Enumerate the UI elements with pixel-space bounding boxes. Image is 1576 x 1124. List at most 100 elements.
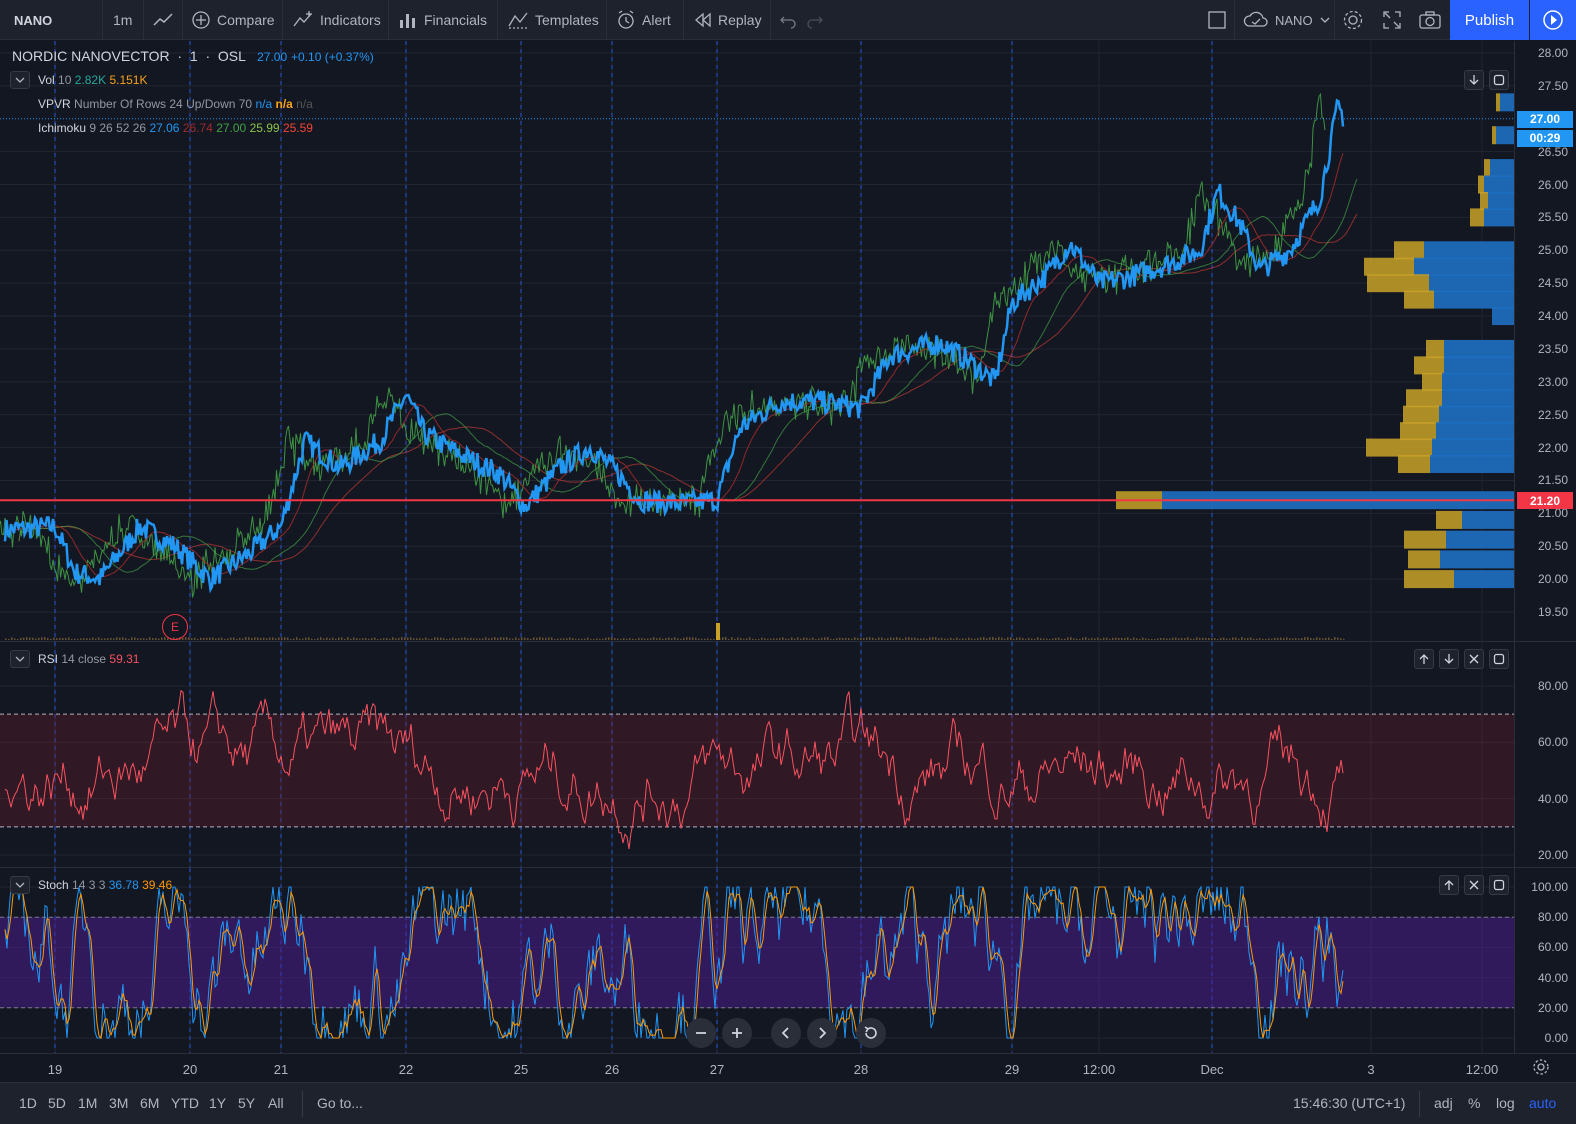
stoch-legend[interactable]: Stoch 14 3 3 36.78 39.46	[38, 878, 173, 892]
volume-bar	[791, 637, 793, 640]
volume-bar	[887, 638, 889, 640]
financials-button[interactable]: Financials	[398, 0, 487, 40]
stoch-pane[interactable]: Stoch 14 3 3 36.78 39.46	[0, 868, 1514, 1053]
zoom-out-button[interactable]	[686, 1018, 716, 1048]
vpvr-legend[interactable]: VPVR Number Of Rows 24 Up/Down 70 n/a n/…	[38, 97, 313, 111]
range-button-3m[interactable]: 3M	[109, 1095, 129, 1111]
volume-bar	[14, 638, 16, 640]
price-scale-tick: 26.00	[1537, 177, 1568, 192]
gear-icon[interactable]	[1342, 0, 1364, 40]
rsi-legend[interactable]: RSI 14 close 59.31	[38, 652, 140, 666]
volume-bar	[539, 637, 541, 640]
maximize-pane-button[interactable]	[1489, 70, 1509, 90]
vol-legend[interactable]: Vol 10 2.82K 5.151K	[38, 73, 148, 87]
volume-bar	[641, 638, 643, 640]
auto-scale-toggle[interactable]: auto	[1529, 1095, 1557, 1111]
volume-bar	[1244, 638, 1246, 640]
publish-button[interactable]: Publish	[1450, 0, 1529, 40]
volume-bar	[677, 638, 679, 640]
rsi-scale-tick: 40.00	[1537, 791, 1568, 806]
symbol-search[interactable]: NANO	[14, 12, 53, 28]
volume-bar	[845, 637, 847, 640]
earnings-marker[interactable]: E	[162, 614, 188, 640]
volume-bar	[626, 638, 628, 640]
axis-settings-icon[interactable]	[1532, 1058, 1550, 1079]
range-button-1m[interactable]: 1M	[78, 1095, 98, 1111]
scroll-left-button[interactable]	[771, 1018, 801, 1048]
volume-bar	[1307, 637, 1309, 640]
range-button-5d[interactable]: 5D	[48, 1095, 66, 1111]
fullscreen-icon[interactable]	[1382, 0, 1402, 40]
volume-bar	[926, 638, 928, 640]
stoch-close-button[interactable]	[1464, 875, 1484, 895]
chart-style-icon[interactable]	[152, 0, 174, 40]
indicators-button[interactable]: Indicators	[292, 0, 381, 40]
volume-bar	[857, 637, 859, 640]
rsi-move-down-button[interactable]	[1439, 649, 1459, 669]
range-button-1y[interactable]: 1Y	[209, 1095, 227, 1111]
volume-bar	[596, 638, 598, 640]
price-scale[interactable]: 28.00 27.50 26.50 26.00 25.50 25.00 24.50 24.00…	[1514, 41, 1576, 641]
timezone-clock[interactable]: 15:46:30 (UTC+1)	[1293, 1095, 1406, 1111]
replay-button[interactable]: Replay	[694, 0, 762, 40]
rsi-move-up-button[interactable]	[1414, 649, 1434, 669]
alert-button[interactable]: Alert	[616, 0, 671, 40]
zoom-in-button[interactable]	[722, 1018, 752, 1048]
volume-bar	[1136, 638, 1138, 640]
play-icon[interactable]	[1530, 0, 1576, 40]
range-button-ytd[interactable]: YTD	[171, 1095, 199, 1111]
move-down-button[interactable]	[1464, 70, 1484, 90]
price-chart[interactable]	[0, 41, 1514, 641]
range-button-all[interactable]: All	[268, 1095, 284, 1111]
go-to-date-button[interactable]: Go to...	[317, 1095, 363, 1111]
rsi-pane[interactable]: RSI 14 close 59.31	[0, 642, 1514, 867]
undo-icon[interactable]	[779, 0, 797, 40]
percent-scale-toggle[interactable]: %	[1468, 1095, 1481, 1111]
volume-bar	[449, 638, 451, 640]
rsi-scale[interactable]: 80.00 60.00 40.00 20.00	[1514, 642, 1576, 867]
stoch-collapse-button[interactable]	[10, 876, 30, 894]
time-axis[interactable]: 19 20 21 22 25 26 27 28 29 12:00 Dec 3 12:00	[0, 1053, 1576, 1082]
stoch-move-up-button[interactable]	[1439, 875, 1459, 895]
layout-menu[interactable]: NANO	[1243, 0, 1331, 40]
scroll-right-button[interactable]	[807, 1018, 837, 1048]
rsi-chart[interactable]	[0, 642, 1514, 867]
volume-bar	[167, 638, 169, 640]
stoch-scale[interactable]: 100.00 80.00 60.00 40.00 20.00 0.00	[1514, 868, 1576, 1053]
redo-icon[interactable]	[806, 0, 824, 40]
range-button-5y[interactable]: 5Y	[238, 1095, 256, 1111]
reset-chart-button[interactable]	[856, 1018, 886, 1048]
interval-button[interactable]: 1m	[113, 12, 133, 28]
volume-bar	[110, 637, 112, 640]
volume-bar	[1343, 638, 1345, 640]
camera-icon[interactable]	[1418, 0, 1442, 40]
volume-bar	[623, 638, 625, 640]
rsi-collapse-button[interactable]	[10, 650, 30, 668]
rectangle-icon[interactable]	[1207, 0, 1227, 40]
ichimoku-legend[interactable]: Ichimoku 9 26 52 26 27.06 26.74 27.00 25…	[38, 121, 313, 135]
volume-bar	[1211, 638, 1213, 640]
volume-bar	[380, 638, 382, 640]
volume-bar	[41, 637, 43, 640]
price-pane[interactable]: NORDIC NANOVECTOR · 1 · OSL 27.00 +0.10 …	[0, 41, 1514, 641]
volume-bar	[881, 637, 883, 640]
volume-bar	[1037, 637, 1039, 640]
volume-bar	[296, 637, 298, 640]
rsi-line	[4, 689, 1344, 849]
collapse-legend-button[interactable]	[10, 71, 30, 89]
templates-button[interactable]: Templates	[507, 0, 599, 40]
range-button-6m[interactable]: 6M	[140, 1095, 160, 1111]
volume-bar	[1328, 637, 1330, 640]
volume-bar	[272, 637, 274, 640]
rsi-close-button[interactable]	[1464, 649, 1484, 669]
rsi-maximize-button[interactable]	[1489, 649, 1509, 669]
volume-bar	[545, 637, 547, 640]
adjust-data-toggle[interactable]: adj	[1434, 1095, 1453, 1111]
range-button-1d[interactable]: 1D	[19, 1095, 37, 1111]
financials-icon	[400, 14, 415, 28]
log-scale-toggle[interactable]: log	[1496, 1095, 1515, 1111]
compare-button[interactable]: Compare	[191, 0, 275, 40]
stoch-maximize-button[interactable]	[1489, 875, 1509, 895]
stoch-chart[interactable]	[0, 868, 1514, 1053]
volume-bar	[212, 637, 214, 640]
